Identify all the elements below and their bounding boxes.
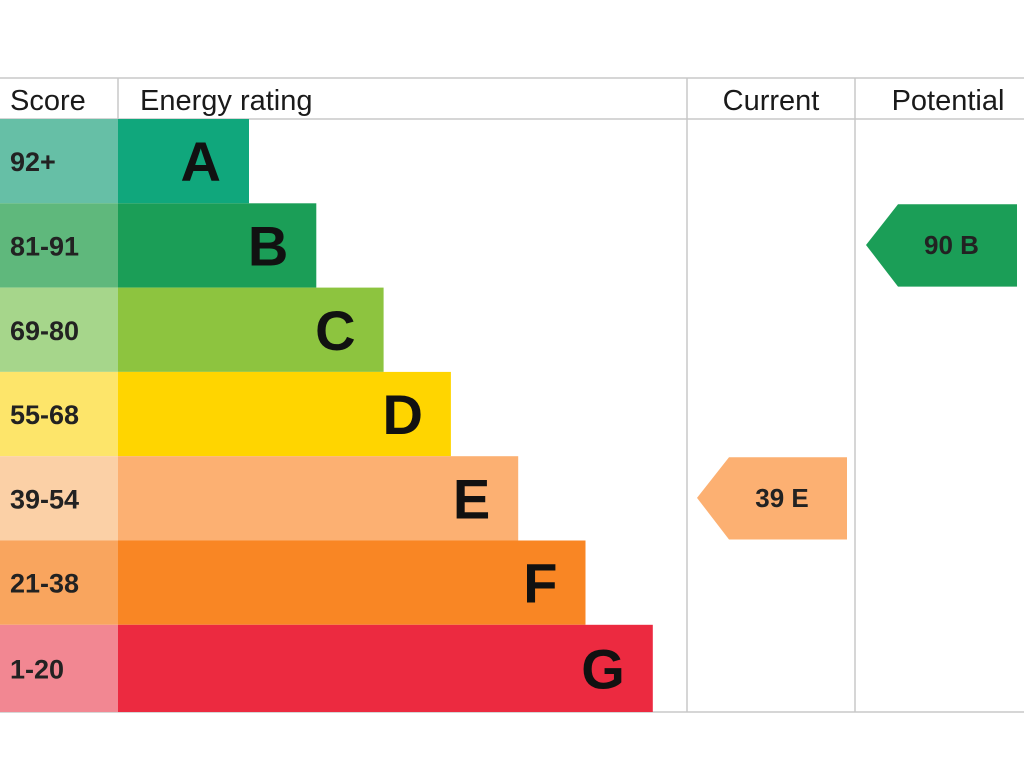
- score-cell-g: [0, 624, 118, 712]
- current-rating-arrow: [697, 457, 847, 540]
- header-energy-rating: Energy rating: [140, 85, 313, 117]
- potential-rating-label: 90 B: [924, 230, 979, 260]
- rating-letter-g: G: [581, 637, 625, 700]
- rating-bar-a: [118, 119, 249, 204]
- current-rating-label: 39 E: [755, 483, 809, 513]
- rating-letter-a: A: [181, 130, 221, 193]
- potential-rating-arrow: [866, 204, 1017, 287]
- score-cell-d: [0, 371, 118, 457]
- header-row: Score Energy rating Current Potential: [10, 85, 1004, 117]
- score-label-c: 69-80: [10, 316, 79, 346]
- header-score: Score: [10, 85, 86, 117]
- rating-bar-g: [118, 624, 653, 712]
- score-cell-a: [0, 119, 118, 204]
- score-label-d: 55-68: [10, 400, 79, 430]
- score-label-f: 21-38: [10, 569, 79, 599]
- rating-letter-c: C: [315, 299, 355, 362]
- header-current: Current: [723, 85, 820, 117]
- score-cell-b: [0, 203, 118, 288]
- rating-markers: 39 E 90 B: [697, 204, 1017, 540]
- rating-bar-e: [118, 456, 519, 541]
- score-label-a: 92+: [10, 147, 56, 177]
- rating-letter-d: D: [382, 383, 422, 446]
- rating-letter-f: F: [523, 552, 557, 615]
- score-cell-c: [0, 287, 118, 372]
- score-label-e: 39-54: [10, 484, 79, 514]
- rating-bands: 92+ A 81-91 B 69-80 C 55-68 D 39-54 E 21-38 F 1-20 G: [0, 119, 653, 712]
- rating-letter-e: E: [453, 467, 490, 530]
- score-cell-e: [0, 456, 118, 541]
- rating-bar-b: [118, 203, 317, 288]
- rating-bar-c: [118, 287, 384, 372]
- rating-bar-f: [118, 540, 586, 625]
- rating-bar-d: [118, 371, 451, 457]
- score-label-g: 1-20: [10, 654, 64, 684]
- score-label-b: 81-91: [10, 231, 79, 261]
- score-cell-f: [0, 540, 118, 625]
- rating-letter-b: B: [248, 214, 288, 277]
- header-potential: Potential: [892, 85, 1005, 117]
